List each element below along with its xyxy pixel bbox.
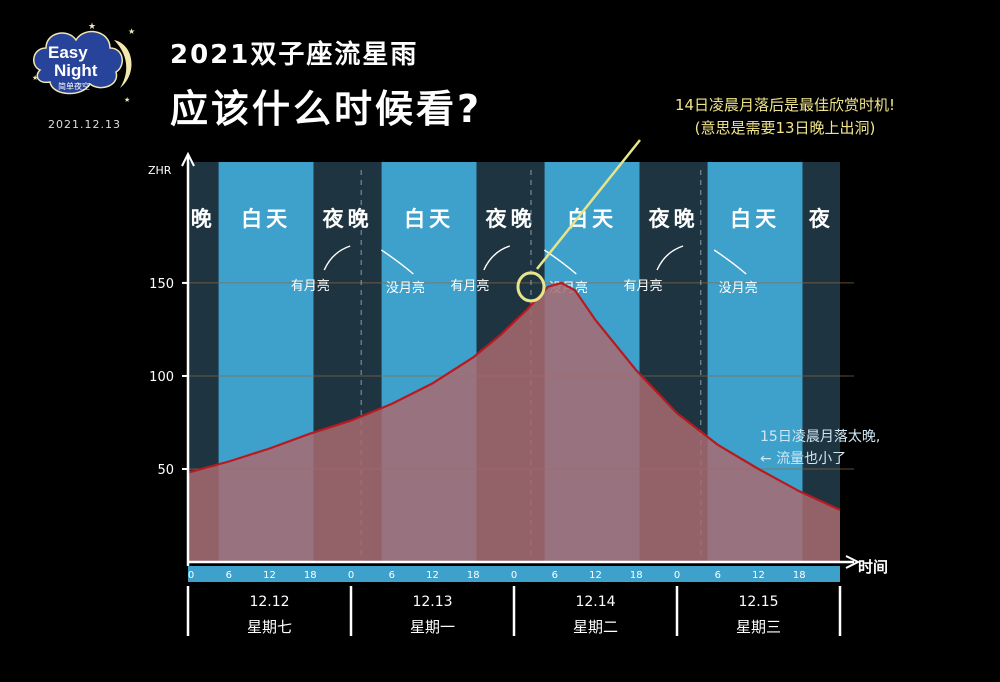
best-time-note: (意思是需要13日晚上出洞): [694, 119, 876, 138]
logo-date: 2021.12.13: [48, 118, 121, 131]
x-tick-label: 6: [389, 570, 395, 581]
day-date: 12.15: [738, 594, 778, 610]
band-label-night: 晚: [191, 207, 216, 231]
band-label-day: 白天: [404, 207, 454, 231]
y-axis-arrow: [181, 151, 195, 167]
band-label-day: 白天: [730, 207, 780, 231]
moon-arrow: [713, 249, 747, 275]
x-tick-label: 18: [304, 570, 317, 581]
day-weekday: 星期二: [573, 618, 618, 636]
svg-text:★: ★: [124, 96, 130, 104]
band-label-day: 白天: [567, 207, 617, 231]
x-axis-arrow: [845, 555, 861, 569]
zhr-area-fill: [188, 282, 840, 562]
x-tick-label: 6: [226, 570, 232, 581]
peak-highlight-circle: [516, 271, 546, 303]
moon-label: 没月亮: [386, 280, 425, 296]
logo-sub: 简单夜空: [58, 81, 90, 91]
band-label-night: 夜晚: [485, 207, 536, 231]
band-label-night: 夜: [808, 207, 834, 231]
x-tick-label: 18: [630, 570, 643, 581]
easy-night-logo: ★ ★ ★ ★ Easy Night 简单夜空: [32, 22, 135, 104]
x-tick-label: 18: [793, 570, 806, 581]
annotation-shapes: [516, 139, 641, 303]
moon-label: 有月亮: [624, 278, 663, 294]
day-labels: 12.12 星期七 12.13 星期一 12.14 星期二 12.15 星期三: [186, 586, 842, 636]
y-tick-label: 150: [149, 277, 174, 292]
x-tick-label: 0: [674, 570, 680, 581]
moon-label: 有月亮: [291, 278, 330, 294]
peak-pointer-line: [536, 139, 641, 270]
x-tick-label: 6: [715, 570, 721, 581]
best-time-annotation: 14日凌晨月落后是最佳欣赏时机! (意思是需要13日晚上出洞): [630, 94, 940, 141]
page-subtitle: 应该什么时候看?: [170, 87, 483, 131]
y-tick-label: 100: [149, 370, 174, 385]
x-tick-label: 12: [752, 570, 765, 581]
moon-arrow: [483, 245, 511, 271]
x-tick-label: 12: [589, 570, 602, 581]
late-moonset-annotation: 15日凌晨月落太晚, ← 流量也小了: [760, 426, 880, 471]
moon-label: 有月亮: [450, 278, 489, 294]
best-time-text: 14日凌晨月落后是最佳欣赏时机!: [674, 96, 896, 114]
band-labels: 晚 白天 夜晚 白天 夜晚 白天 夜晚 白天 夜: [191, 207, 834, 231]
band-label-night: 夜晚: [322, 207, 373, 231]
band-label-night: 夜晚: [648, 207, 699, 231]
page-title: 2021双子座流星雨: [170, 40, 419, 70]
day-date: 12.14: [575, 594, 615, 610]
band-label-day: 白天: [241, 207, 291, 231]
svg-text:★: ★: [128, 27, 135, 36]
axes: 50 100 150 ZHR 时间: [148, 151, 888, 576]
moon-arrow: [543, 249, 577, 275]
y-tick-label: 50: [157, 463, 174, 478]
logo-line2: Night: [54, 61, 98, 80]
x-tick-label: 12: [263, 570, 276, 581]
hour-strip: [188, 566, 840, 582]
late-moonset-line2-text: 流量也小了: [776, 451, 847, 468]
late-moonset-line1: 15日凌晨月落太晚,: [760, 429, 881, 445]
day-weekday: 星期七: [247, 618, 292, 636]
x-tick-label: 0: [188, 570, 194, 581]
x-tick-label: 0: [511, 570, 517, 581]
svg-text:★: ★: [32, 74, 38, 82]
moon-label: 没月亮: [719, 280, 758, 296]
x-tick-label: 0: [348, 570, 354, 581]
y-axis-label: ZHR: [148, 164, 172, 177]
day-weekday: 星期三: [736, 618, 781, 636]
day-date: 12.13: [412, 594, 452, 610]
svg-text:★: ★: [88, 22, 96, 32]
moon-arrow: [656, 245, 684, 271]
day-weekday: 星期一: [410, 618, 455, 636]
moon-arrow: [323, 245, 351, 271]
x-tick-label: 18: [467, 570, 480, 581]
x-tick-label: 6: [552, 570, 558, 581]
late-moonset-line2: ← 流量也小了: [760, 451, 847, 468]
hour-tick-strip: 0 6 12 18 0 6 12 18 0 6 12 18 0 6 12 18: [188, 566, 840, 582]
day-date: 12.12: [249, 594, 289, 610]
x-axis-label: 时间: [858, 558, 888, 576]
logo-line1: Easy: [48, 43, 88, 62]
moon-arrow: [380, 249, 414, 275]
x-tick-label: 12: [426, 570, 439, 581]
moon-labels: 有月亮没月亮有月亮没月亮有月亮没月亮: [291, 245, 758, 296]
